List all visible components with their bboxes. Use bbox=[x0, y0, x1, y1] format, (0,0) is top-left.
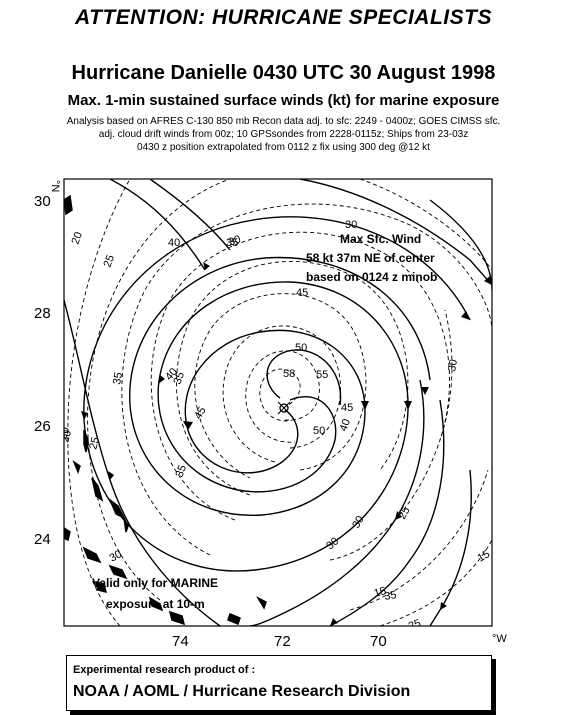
max-wind-annotation: Max Sfc. Wind 58 kt 37m NE of center bas… bbox=[306, 232, 437, 284]
isotach-label: 58 bbox=[283, 368, 295, 380]
analysis-note-1: Analysis based on AFRES C-130 850 mb Rec… bbox=[66, 116, 501, 127]
isotach-label: 35 bbox=[383, 589, 397, 603]
lon-unit-label: °W bbox=[492, 633, 507, 645]
analysis-note-3: 0430 z position extrapolated from 0112 z… bbox=[137, 142, 430, 153]
isotachs bbox=[67, 179, 492, 626]
lat-label-30: 30 bbox=[34, 193, 51, 210]
max-wind-line-2: 58 kt 37m NE of center bbox=[306, 251, 435, 265]
isotach-label: 50 bbox=[313, 425, 325, 437]
isotach-label: 40 bbox=[168, 237, 180, 249]
lat-unit-label: °N bbox=[49, 180, 61, 192]
lon-labels: 74 72 70 bbox=[172, 633, 387, 650]
lat-labels: 30 28 26 24 bbox=[34, 193, 51, 548]
isotach-label: 45 bbox=[192, 405, 209, 422]
lon-label-72: 72 bbox=[274, 633, 291, 650]
isotach-label: 35 bbox=[111, 371, 125, 385]
isotach-label: 15 bbox=[373, 585, 388, 600]
lat-label-26: 26 bbox=[34, 418, 51, 435]
isotach-label: 55 bbox=[316, 369, 328, 381]
lon-label-70: 70 bbox=[370, 633, 387, 650]
isotach-label: 20 bbox=[70, 230, 85, 246]
streamline-arrows bbox=[81, 262, 492, 626]
isotach-label: 30 bbox=[227, 233, 243, 248]
isotach-label: 25 bbox=[407, 617, 423, 632]
isotach-label: 30 bbox=[108, 548, 125, 565]
page-subtitle: Max. 1-min sustained surface winds (kt) … bbox=[67, 92, 500, 109]
page-title: Hurricane Danielle 0430 UTC 30 August 19… bbox=[71, 62, 496, 84]
isotach-label: 35 bbox=[172, 370, 187, 386]
isotach-label: 45 bbox=[341, 402, 353, 414]
footer-line-1: Experimental research product of : bbox=[73, 664, 256, 676]
isotach-label: 35 bbox=[226, 237, 238, 249]
isotach-label: 45 bbox=[296, 287, 308, 299]
isotach-label: 40 bbox=[338, 417, 353, 433]
isotach-label: 30 bbox=[446, 358, 460, 372]
analysis-note-2: adj. cloud drift winds from 00z; 10 GPSs… bbox=[98, 129, 469, 140]
footer-line-2: NOAA / AOML / Hurricane Research Divisio… bbox=[73, 683, 411, 700]
footer-credit-box: Experimental research product of : NOAA … bbox=[66, 655, 492, 711]
isotach-label: 35 bbox=[174, 463, 189, 479]
valid-note-line-2: exposure at 10-m bbox=[106, 597, 205, 611]
max-wind-line-1: Max Sfc. Wind bbox=[340, 232, 421, 246]
lat-label-28: 28 bbox=[34, 305, 51, 322]
valid-note-line-1: Valid only for MARINE bbox=[92, 576, 218, 590]
attention-banner: ATTENTION: HURRICANE SPECIALISTS bbox=[75, 6, 492, 29]
isotach-label: 50 bbox=[295, 342, 307, 354]
isotach-label: 15 bbox=[476, 548, 493, 565]
isotach-label: 30 bbox=[350, 514, 367, 531]
isotach-label: 20 bbox=[57, 426, 72, 441]
lat-label-24: 24 bbox=[34, 531, 51, 548]
isotach-label: 30 bbox=[345, 219, 357, 231]
valid-marine-note: Valid only for MARINE exposure at 10-m bbox=[92, 576, 218, 611]
storm-center-marker bbox=[277, 401, 291, 415]
max-wind-line-3: based on 0124 z minob bbox=[306, 270, 437, 284]
isotach-label: 25 bbox=[396, 505, 413, 522]
lon-label-74: 74 bbox=[172, 633, 189, 650]
isotach-label: 20 bbox=[59, 429, 74, 444]
isotach-label: 25 bbox=[102, 253, 117, 269]
isotach-label: 25 bbox=[87, 436, 102, 451]
